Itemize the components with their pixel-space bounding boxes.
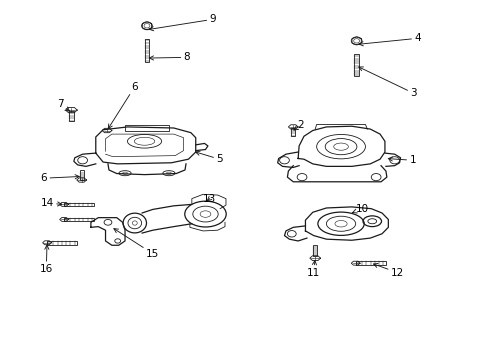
Text: 9: 9 [149,14,216,31]
Text: 15: 15 [114,229,159,258]
Text: 13: 13 [203,194,216,204]
Text: 12: 12 [373,264,403,278]
Text: 11: 11 [306,261,320,278]
Bar [144,39,149,62]
Bar [64,203,94,206]
Bar [355,261,385,265]
Text: 2: 2 [293,121,303,130]
Text: 4: 4 [358,33,420,46]
Text: 10: 10 [352,204,368,214]
Bar [313,245,317,256]
Bar [291,128,295,136]
Text: 14: 14 [41,198,61,208]
Bar [80,170,83,180]
Text: 6: 6 [108,82,138,129]
Bar [47,241,77,244]
Text: 6: 6 [41,173,79,183]
Text: 5: 5 [195,151,223,164]
Text: 7: 7 [57,99,69,111]
Bar [353,54,358,76]
Bar [125,126,168,131]
Text: 16: 16 [40,245,53,274]
Bar [64,218,94,221]
Bar [69,111,74,121]
Text: 3: 3 [358,67,416,98]
Text: 8: 8 [149,52,190,62]
Text: 1: 1 [387,155,415,165]
